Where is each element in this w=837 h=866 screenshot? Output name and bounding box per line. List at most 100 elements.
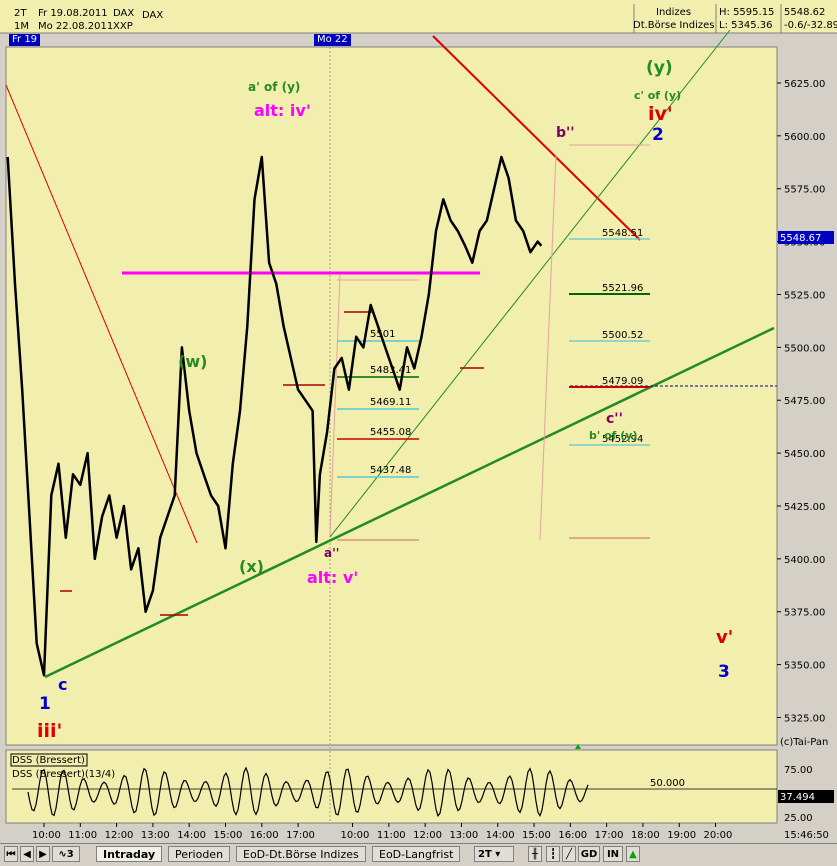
period-label: 2T bbox=[14, 8, 27, 19]
y-tick-label: 5350.00 bbox=[784, 661, 825, 672]
wave-label-a-of-y: a' of (y) bbox=[248, 80, 300, 94]
gd-button[interactable]: GD bbox=[578, 846, 600, 862]
header-bg bbox=[0, 0, 837, 33]
x-tick-label: 11:00 bbox=[68, 830, 97, 841]
y-tick-label: 5625.00 bbox=[784, 79, 825, 90]
fib-anchor-line-1 bbox=[329, 274, 341, 536]
y-tick-label: 5600.00 bbox=[784, 132, 825, 143]
trendline-red-thin bbox=[5, 84, 198, 544]
period-select[interactable]: 2T ▾ bbox=[474, 846, 514, 862]
period-select-value: 2T bbox=[478, 849, 492, 860]
x-tick-label: 14:00 bbox=[486, 830, 515, 841]
copyright-label: (c)Tai-Pan bbox=[780, 737, 828, 748]
price-tag-bg bbox=[778, 231, 834, 244]
wave-label-b-of-y: b' of (y) bbox=[589, 429, 637, 442]
in-button[interactable]: IN bbox=[603, 846, 623, 862]
y-tick-label: 5450.00 bbox=[784, 449, 825, 460]
x-tick-label: 10:00 bbox=[32, 830, 61, 841]
indicator-value-bg bbox=[778, 790, 834, 803]
indicator-pane bbox=[5, 749, 778, 824]
y-tick-label: 5375.00 bbox=[784, 608, 825, 619]
indicator-level-label: 50.000 bbox=[650, 778, 685, 789]
line-icon[interactable]: ╱ bbox=[562, 846, 576, 862]
x-tick-label: 13:00 bbox=[449, 830, 478, 841]
candle-icon[interactable]: ┇ bbox=[546, 846, 560, 862]
x-tick-label: 17:00 bbox=[286, 830, 315, 841]
x-tick-label: 14:00 bbox=[177, 830, 206, 841]
tab-bar: ⏮ ◀ ▶ ∿3 Intraday Perioden EoD-Dt.Börse … bbox=[0, 843, 837, 866]
low-label: L: 5345.36 bbox=[719, 20, 773, 31]
fib-level-label: 5479.09 bbox=[602, 376, 643, 387]
x-tick-label: 15:00 bbox=[522, 830, 551, 841]
wave-label-c: c bbox=[58, 675, 67, 694]
signal-icon[interactable]: ▲ bbox=[626, 846, 640, 862]
nav-next-icon[interactable]: ▶ bbox=[36, 846, 50, 862]
exchange-label: Dt.Börse Indizes bbox=[633, 20, 715, 31]
period-label-2: 1M bbox=[14, 21, 29, 32]
tab-perioden[interactable]: Perioden bbox=[168, 846, 231, 862]
high-label: H: 5595.15 bbox=[719, 7, 775, 18]
wave-label-2: 2 bbox=[652, 125, 664, 145]
signal-marker bbox=[575, 744, 581, 749]
indicator-tick-label: 75.00 bbox=[784, 765, 813, 776]
x-tick-label: 11:00 bbox=[377, 830, 406, 841]
nav-first-icon[interactable]: ⏮ bbox=[4, 846, 18, 862]
time-readout: 15:46:50 bbox=[784, 830, 829, 841]
price-tag: 5548.67 bbox=[780, 233, 821, 244]
fib-level-label: 5483.41 bbox=[370, 365, 411, 376]
fib-level-label: 5548.51 bbox=[602, 228, 643, 239]
indicator-label-1: DSS (Bressert) bbox=[12, 755, 85, 766]
y-tick-label: 5525.00 bbox=[784, 290, 825, 301]
indicator-label-2: DSS (Bressert)(13/4) bbox=[12, 769, 115, 780]
tab-eod-boerse[interactable]: EoD-Dt.Börse Indizes bbox=[236, 846, 366, 862]
last-price-label: 5548.62 bbox=[784, 7, 826, 18]
trendline-red-thick bbox=[432, 35, 641, 241]
code-label: XXP bbox=[113, 21, 133, 32]
x-tick-label: 10:00 bbox=[341, 830, 370, 841]
tab-eod-langfrist[interactable]: EoD-Langfrist bbox=[372, 846, 461, 862]
symbol-label: DAX bbox=[113, 8, 135, 19]
wave-label-alt-iv: alt: iv' bbox=[254, 101, 311, 120]
plot-area bbox=[5, 46, 778, 746]
wave-label-x: (x) bbox=[239, 557, 264, 576]
fib-level-label: 5452.94 bbox=[602, 434, 643, 445]
x-tick-label: 16:00 bbox=[558, 830, 587, 841]
date-label-1: Fr 19.08.2011 bbox=[38, 8, 108, 19]
wave-label-a2: a'' bbox=[324, 546, 339, 560]
wave-label-c2: c'' bbox=[606, 411, 623, 427]
x-tick-label: 19:00 bbox=[667, 830, 696, 841]
wave-label-1: 1 bbox=[39, 694, 51, 714]
wave-label-b2: b'' bbox=[556, 125, 575, 141]
wave-label-v: v' bbox=[716, 627, 733, 648]
fib-level-label: 5469.11 bbox=[370, 397, 411, 408]
wave-label-y: (y) bbox=[646, 58, 673, 78]
fib-level-label: 5500.52 bbox=[602, 330, 643, 341]
day-tag-mo22: Mo 22 bbox=[314, 34, 351, 46]
indicator-tick-label: 25.00 bbox=[784, 813, 813, 824]
nav-prev-icon[interactable]: ◀ bbox=[20, 846, 34, 862]
fib-level-label: 5437.48 bbox=[370, 465, 411, 476]
y-tick-label: 5475.00 bbox=[784, 396, 825, 407]
fib-level-label: 5455.08 bbox=[370, 427, 411, 438]
oscillator-line bbox=[27, 766, 589, 818]
x-tick-label: 17:00 bbox=[595, 830, 624, 841]
y-tick-label: 5400.00 bbox=[784, 555, 825, 566]
wave-label-c-of-y: c' of (y) bbox=[634, 89, 681, 102]
bar-type-icon[interactable]: ╫ bbox=[528, 846, 542, 862]
fib-level-label: 5501 bbox=[370, 329, 395, 340]
date-label-2: Mo 22.08.2011 bbox=[38, 21, 114, 32]
tab-scroll-icon[interactable]: ∿3 bbox=[52, 846, 80, 862]
indicator-value: 37.494 bbox=[780, 792, 815, 803]
wave-label-3: 3 bbox=[718, 662, 730, 682]
day-tag-fr19: Fr 19 bbox=[9, 34, 41, 46]
trendline-green-channel bbox=[329, 29, 731, 538]
y-tick-label: 5575.00 bbox=[784, 185, 825, 196]
wave-label-iii: iii' bbox=[37, 720, 62, 742]
x-tick-label: 15:00 bbox=[214, 830, 243, 841]
tab-intraday[interactable]: Intraday bbox=[96, 846, 163, 862]
x-tick-label: 16:00 bbox=[250, 830, 279, 841]
fib-level-label: 5521.96 bbox=[602, 283, 643, 294]
fib-anchor-line-2 bbox=[539, 154, 557, 541]
